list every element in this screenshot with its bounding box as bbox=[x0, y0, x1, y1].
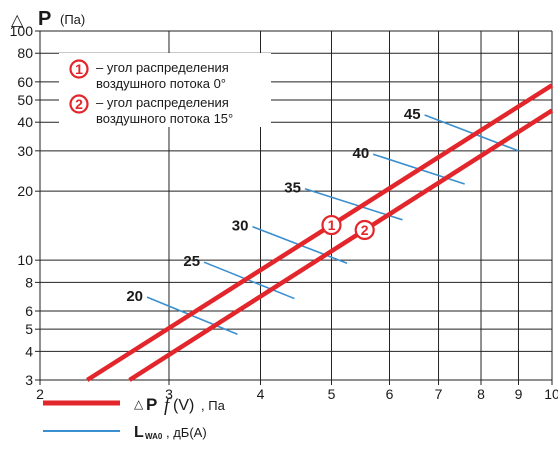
x-tick-label: 6 bbox=[386, 386, 394, 402]
legend-noise-unit: , дБ(А) bbox=[166, 425, 207, 440]
x-tick-label: 7 bbox=[435, 386, 443, 402]
x-tick-label: 8 bbox=[477, 386, 485, 402]
legend-pressure-delta: △ bbox=[134, 397, 144, 411]
grid bbox=[35, 30, 553, 385]
pressure-line-1 bbox=[86, 83, 554, 382]
y-tick-label: 80 bbox=[17, 45, 33, 61]
y-axis-letter: P bbox=[38, 8, 51, 30]
annotation-box: 1 – угол распределения воздушного потока… bbox=[59, 53, 271, 127]
legend-pressure-func: f bbox=[164, 395, 172, 416]
noise-label-20: 20 bbox=[126, 288, 143, 305]
noise-lines: 20 25 30 35 40 45 bbox=[126, 106, 519, 336]
legend: △ P f (V) , Па L WA0 , дБ(А) bbox=[43, 395, 226, 441]
legend-noise-letter: L bbox=[134, 424, 144, 441]
x-tick-label: 2 bbox=[36, 386, 44, 402]
y-tick-label: 6 bbox=[25, 303, 33, 319]
x-tick-label: 3 bbox=[165, 386, 173, 402]
annotation-marker-2 bbox=[69, 94, 89, 114]
y-tick-labels: 3 4 5 6 8 10 20 30 40 50 60 80 100 bbox=[10, 23, 34, 388]
x-tick-label: 9 bbox=[515, 386, 523, 402]
y-tick-label: 4 bbox=[25, 343, 33, 359]
noise-label-35: 35 bbox=[284, 180, 301, 197]
annotation-marker-1-label: 1 bbox=[75, 61, 83, 77]
y-tick-label: 20 bbox=[17, 183, 33, 199]
pressure-lines bbox=[86, 83, 554, 382]
annotation-marker-2-label: 2 bbox=[75, 96, 83, 112]
noise-line-25 bbox=[203, 261, 295, 300]
legend-pressure-letter: P bbox=[146, 395, 157, 414]
annotation-background bbox=[59, 53, 271, 127]
y-axis-title: △ P (Па) bbox=[11, 8, 85, 30]
series-marker-1 bbox=[321, 214, 342, 236]
y-tick-label: 8 bbox=[25, 274, 33, 290]
series-marker-label-2: 2 bbox=[361, 222, 369, 238]
annotation-1-line2: воздушного потока 0° bbox=[96, 76, 226, 91]
noise-label-45: 45 bbox=[404, 106, 421, 123]
annotation-1-line1: – угол распределения bbox=[96, 60, 229, 75]
y-tick-label: 100 bbox=[10, 23, 34, 39]
y-tick-label: 10 bbox=[17, 252, 33, 268]
annotation-marker-1 bbox=[69, 59, 89, 79]
legend-pressure-unit: , Па bbox=[201, 398, 226, 413]
noise-label-30: 30 bbox=[232, 218, 249, 235]
noise-label-25: 25 bbox=[183, 253, 200, 270]
x-tick-label: 5 bbox=[328, 386, 336, 402]
annotation-2-line2: воздушного потока 15° bbox=[96, 111, 233, 126]
x-tick-label: 4 bbox=[257, 386, 265, 402]
annotation-2-line1: – угол распределения bbox=[96, 95, 229, 110]
series-marker-2 bbox=[354, 219, 375, 241]
legend-pressure-arg: (V) bbox=[173, 397, 194, 414]
y-tick-label: 40 bbox=[17, 114, 33, 130]
noise-label-40: 40 bbox=[352, 145, 369, 162]
y-tick-label: 5 bbox=[25, 321, 33, 337]
series-marker-label-1: 1 bbox=[328, 217, 336, 233]
legend-noise-subscript: WA0 bbox=[145, 432, 163, 441]
y-tick-label: 30 bbox=[17, 143, 33, 159]
pressure-line-2 bbox=[128, 108, 554, 382]
noise-line-45 bbox=[424, 114, 519, 152]
x-tick-label: 10 bbox=[544, 386, 558, 402]
y-tick-label: 50 bbox=[17, 92, 33, 108]
y-tick-label: 60 bbox=[17, 74, 33, 90]
y-axis-delta-symbol: △ bbox=[11, 12, 24, 29]
x-tick-labels: 2 3 4 5 6 7 8 9 10 bbox=[36, 386, 558, 402]
y-tick-label: 3 bbox=[25, 372, 33, 388]
y-axis-unit: (Па) bbox=[60, 12, 85, 27]
